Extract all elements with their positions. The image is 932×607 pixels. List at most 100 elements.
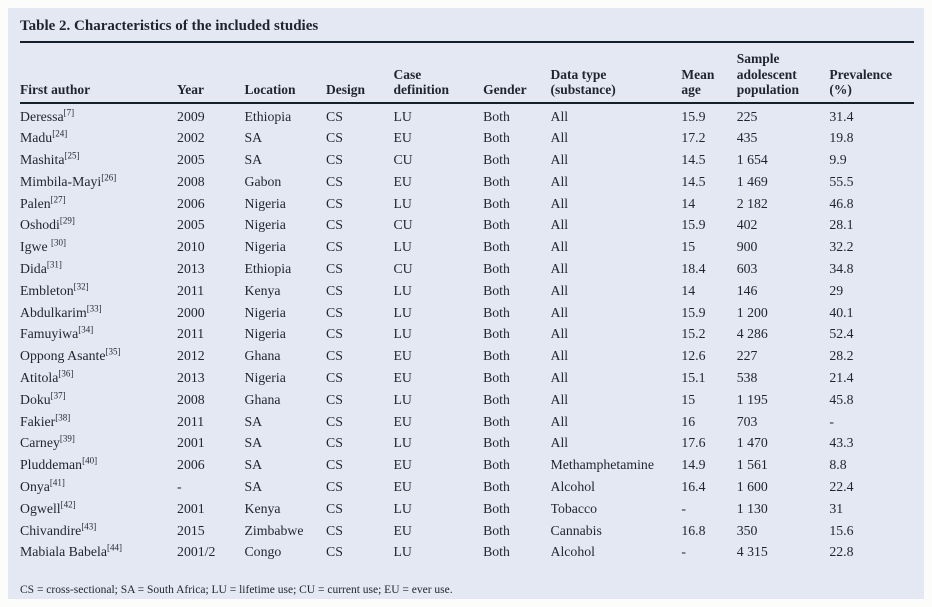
author-name: Doku [20,391,51,407]
cell-data-type: All [550,282,569,298]
cell-mean-age: 15.9 [681,217,706,233]
cell-mean-age: 14.5 [681,152,706,168]
col-header-sample-population: Sample adolescent population [736,43,830,104]
cell-year: 2013 [177,370,205,386]
author-name: Chivandire [20,522,82,538]
cell-case-definition: EU [393,479,412,495]
cell-author: Doku[37] [20,389,177,411]
cell-data-type: All [550,239,569,255]
cell-year: 2001 [177,500,205,516]
author-name: Fakier [20,413,56,429]
cell-population: 538 [736,370,758,386]
cell-case-definition: CU [393,217,413,233]
cell-gender: Both [483,152,510,168]
cell-case-definition: CU [393,152,413,168]
cell-mean-age: 14 [681,282,696,298]
cell-design: CS [326,522,343,538]
cell-gender: Both [483,457,510,473]
cell-prevalence: 9.9 [829,152,847,168]
cell-prevalence: 28.1 [829,217,854,233]
author-name: Ogwell [20,500,61,516]
cell-location: Kenya [244,282,281,298]
cell-mean-age: 14.9 [681,457,706,473]
author-name: Palen [20,195,51,211]
cell-case-definition: LU [393,544,412,560]
cell-population: 402 [736,217,758,233]
reference-superscript: [24] [52,128,68,139]
reference-superscript: [32] [73,281,89,292]
cell-case-definition: LU [393,304,412,320]
cell-case-definition: LU [393,500,412,516]
cell-design: CS [326,370,343,386]
table-row: Deressa[7] 2009 Ethiopia CS LU Both All 15.9 225… [20,103,914,128]
cell-design: CS [326,500,343,516]
cell-prevalence: 8.8 [829,457,847,473]
col-header-prevalence: Prevalence (%) [829,43,914,104]
cell-year: 2006 [177,195,205,211]
cell-population: 1 195 [736,391,768,407]
cell-data-type: Methamphetamine [550,457,654,473]
cell-design: CS [326,544,343,560]
table-row: Dida[31] 2013 Ethiopia CS CU Both All 18.4 603 34… [20,258,914,280]
cell-mean-age: 15 [681,239,696,255]
cell-prevalence: - [829,413,834,429]
cell-population: 1 600 [736,479,768,495]
cell-gender: Both [483,391,510,407]
cell-location: Kenya [244,500,281,516]
cell-data-type: All [550,435,569,451]
cell-case-definition: EU [393,457,412,473]
cell-year: - [177,479,182,495]
cell-year: 2005 [177,152,205,168]
cell-mean-age: 16.8 [681,522,706,538]
cell-mean-age: 14 [681,195,696,211]
cell-data-type: Alcohol [550,479,595,495]
cell-case-definition: EU [393,348,412,364]
cell-author: Chivandire[43] [20,520,177,542]
cell-author: Onya[41] [20,476,177,498]
cell-year: 2012 [177,348,205,364]
author-name: Famuyiwa [20,326,79,342]
author-name: Onya [20,479,50,495]
reference-superscript: [40] [82,455,98,466]
cell-author: Abdulkarim[33] [20,302,177,324]
cell-mean-age: 18.4 [681,261,706,277]
cell-year: 2008 [177,391,205,407]
cell-prevalence: 52.4 [829,326,854,342]
cell-data-type: All [550,261,569,277]
cell-year: 2013 [177,261,205,277]
cell-prevalence: 46.8 [829,195,854,211]
cell-location: Nigeria [244,326,286,342]
cell-author: Mabiala Babela[44] [20,541,177,563]
cell-population: 1 200 [736,304,768,320]
table-row: Doku[37] 2008 Ghana CS LU Both All 15 1 195 45.8 [20,389,914,411]
cell-location: SA [244,435,263,451]
cell-population: 4 315 [736,544,768,560]
cell-location: SA [244,152,263,168]
table-row: Mabiala Babela[44] 2001/2 Congo CS LU Both Alc… [20,541,914,563]
col-header-design: Design [326,43,394,104]
cell-location: Nigeria [244,217,286,233]
reference-superscript: [29] [59,215,75,226]
cell-design: CS [326,108,343,124]
cell-data-type: All [550,152,569,168]
cell-case-definition: EU [393,522,412,538]
cell-data-type: Cannabis [550,522,602,538]
table-row: Mashita[25] 2005 SA CS CU Both All 14.5 1 654 9.9 [20,149,914,171]
cell-prevalence: 19.8 [829,130,854,146]
cell-design: CS [326,217,343,233]
cell-author: Famuyiwa[34] [20,323,177,345]
cell-design: CS [326,173,343,189]
reference-superscript: [30] [51,237,67,248]
cell-author: Igwe [30] [20,236,177,258]
cell-year: 2011 [177,282,205,298]
author-name: Deressa [20,108,64,124]
reference-superscript: [25] [64,150,80,161]
studies-table: First author Year Location Design Case d… [20,43,914,563]
cell-mean-age: 17.6 [681,435,706,451]
reference-superscript: [38] [55,412,71,423]
reference-superscript: [36] [58,368,74,379]
cell-year: 2002 [177,130,205,146]
cell-location: Nigeria [244,239,286,255]
cell-mean-age: 12.6 [681,348,706,364]
cell-author: Atitola[36] [20,367,177,389]
